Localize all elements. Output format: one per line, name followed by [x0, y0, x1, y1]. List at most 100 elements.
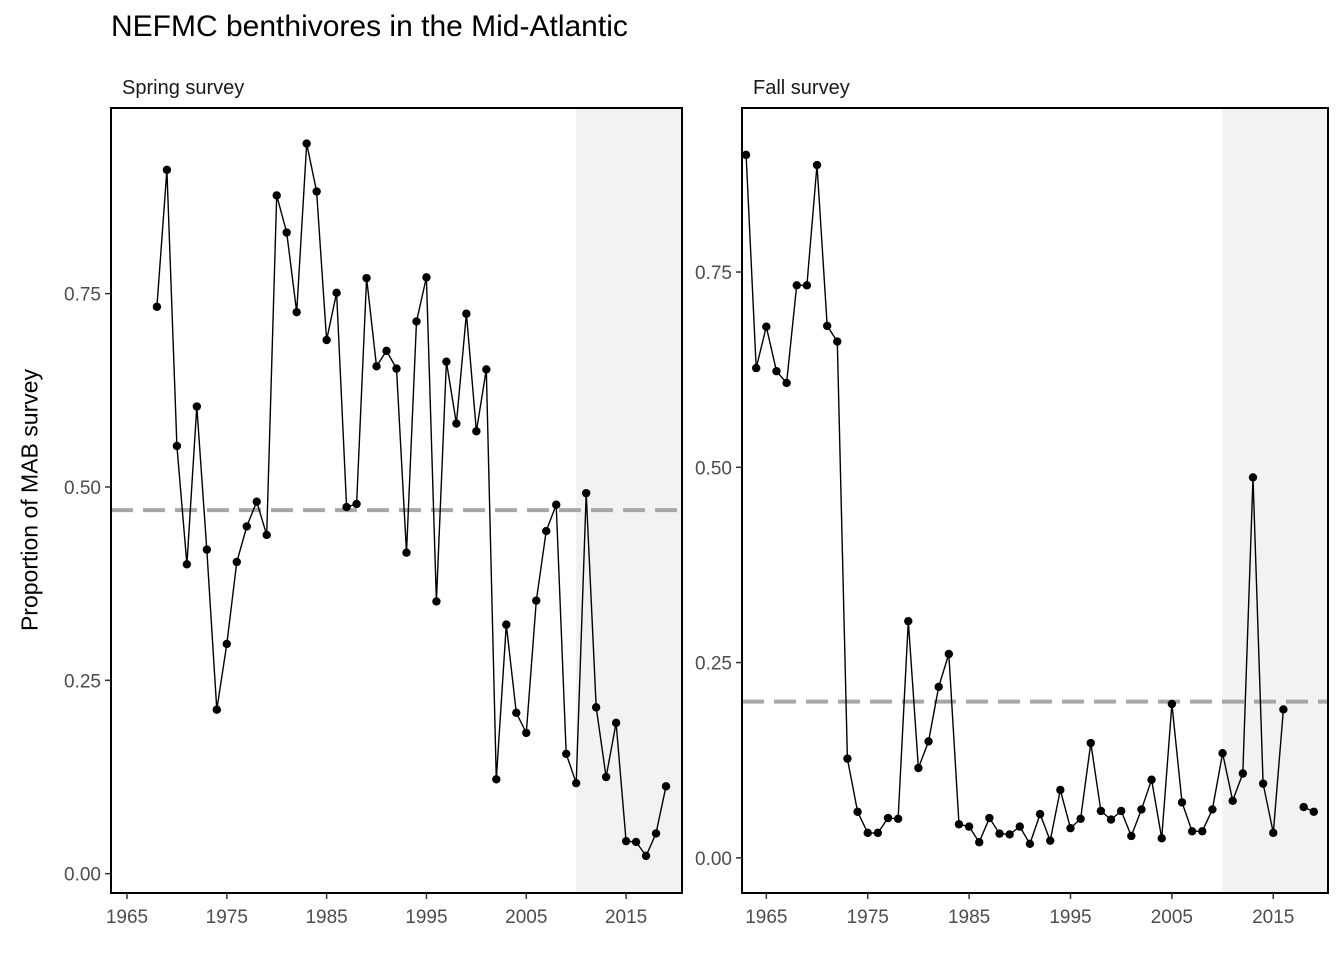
data-point: [252, 497, 261, 506]
y-tick-label: 0.25: [695, 654, 732, 675]
data-point: [272, 191, 281, 200]
panel-strip-label: Fall survey: [753, 77, 850, 99]
data-point: [1299, 802, 1308, 812]
data-point: [1127, 831, 1136, 841]
data-point: [1005, 830, 1014, 839]
data-point: [262, 530, 271, 540]
x-tick-label: 2015: [1252, 907, 1294, 928]
y-tick-label: 0.25: [64, 671, 101, 692]
data-point: [202, 545, 212, 554]
data-point: [1208, 805, 1217, 814]
data-point: [934, 682, 943, 691]
data-point: [772, 367, 781, 376]
data-point: [392, 364, 401, 373]
x-tick-label: 1985: [305, 907, 347, 928]
data-point: [362, 273, 371, 283]
data-point: [601, 772, 611, 782]
data-point: [621, 836, 631, 846]
data-point: [532, 596, 541, 605]
data-point: [812, 160, 822, 170]
data-point: [1248, 473, 1258, 482]
data-point: [562, 749, 571, 758]
y-tick-label: 0.50: [64, 478, 101, 499]
data-point: [342, 502, 351, 512]
data-point: [422, 273, 431, 282]
y-tick-label: 0.00: [64, 865, 101, 886]
data-point: [944, 649, 954, 659]
data-point: [853, 807, 862, 816]
x-tick-label: 1975: [206, 907, 248, 928]
data-point: [222, 639, 231, 649]
data-point: [762, 322, 771, 331]
data-point: [292, 307, 301, 317]
data-point: [522, 728, 531, 738]
data-point: [502, 620, 511, 629]
data-point: [352, 499, 361, 509]
data-point: [1157, 834, 1166, 843]
data-point: [1218, 748, 1227, 758]
data-point: [1177, 798, 1187, 807]
data-point: [1035, 809, 1045, 819]
data-point: [883, 813, 893, 823]
data-point: [741, 150, 751, 160]
x-tick-label: 1985: [948, 907, 990, 928]
data-point: [1086, 738, 1095, 748]
data-point: [782, 378, 791, 388]
data-point: [492, 775, 501, 784]
data-point: [1025, 839, 1035, 848]
panel-strip-label: Spring survey: [122, 77, 244, 99]
y-tick-label: 0.00: [695, 849, 732, 870]
data-point: [482, 365, 491, 374]
data-point: [452, 419, 461, 428]
data-point: [914, 763, 923, 773]
data-point: [1015, 822, 1024, 831]
data-point: [1238, 769, 1248, 778]
y-tick-label: 0.75: [695, 263, 732, 284]
data-point: [661, 782, 671, 791]
panel-spring: Spring survey 0.00 0.25 0.50 0.75 1965 1975 198…: [64, 77, 683, 928]
data-point: [843, 754, 852, 763]
data-point: [442, 357, 451, 366]
data-point: [975, 838, 984, 847]
data-point: [302, 139, 311, 148]
data-point: [1269, 828, 1278, 838]
data-point: [432, 597, 441, 606]
data-point: [822, 321, 832, 331]
data-point: [232, 557, 241, 567]
data-point: [192, 402, 202, 411]
data-point: [322, 335, 331, 345]
x-tick-label: 1995: [1049, 907, 1091, 928]
data-point: [282, 228, 291, 237]
data-point: [372, 362, 381, 371]
data-point: [472, 427, 481, 436]
x-tick-label: 1965: [745, 907, 787, 928]
y-tick-label: 0.50: [695, 458, 732, 479]
panel-fall: Fall survey 0.00 0.25 0.50 0.75 1965 1975 1985 1…: [695, 77, 1329, 928]
data-point: [1279, 705, 1288, 714]
data-point: [1056, 785, 1065, 795]
data-point: [1096, 806, 1106, 816]
data-point: [995, 829, 1004, 838]
data-point: [462, 309, 471, 318]
x-tick-label: 2005: [1151, 907, 1193, 928]
data-point: [833, 337, 842, 346]
data-point: [1147, 775, 1156, 784]
data-point: [751, 363, 761, 373]
data-point: [631, 837, 641, 847]
data-point: [1167, 699, 1177, 709]
data-point: [382, 346, 391, 356]
data-point: [641, 851, 651, 861]
data-point: [571, 778, 581, 788]
data-point: [802, 281, 812, 290]
data-point: [542, 526, 551, 536]
data-point: [152, 302, 162, 311]
data-point: [651, 829, 661, 838]
recent-period-shade: [1222, 108, 1328, 893]
x-tick-label: 1995: [405, 907, 447, 928]
panel-border: [741, 107, 1329, 894]
data-point: [954, 820, 964, 829]
data-point: [792, 281, 801, 290]
data-point: [512, 708, 521, 717]
